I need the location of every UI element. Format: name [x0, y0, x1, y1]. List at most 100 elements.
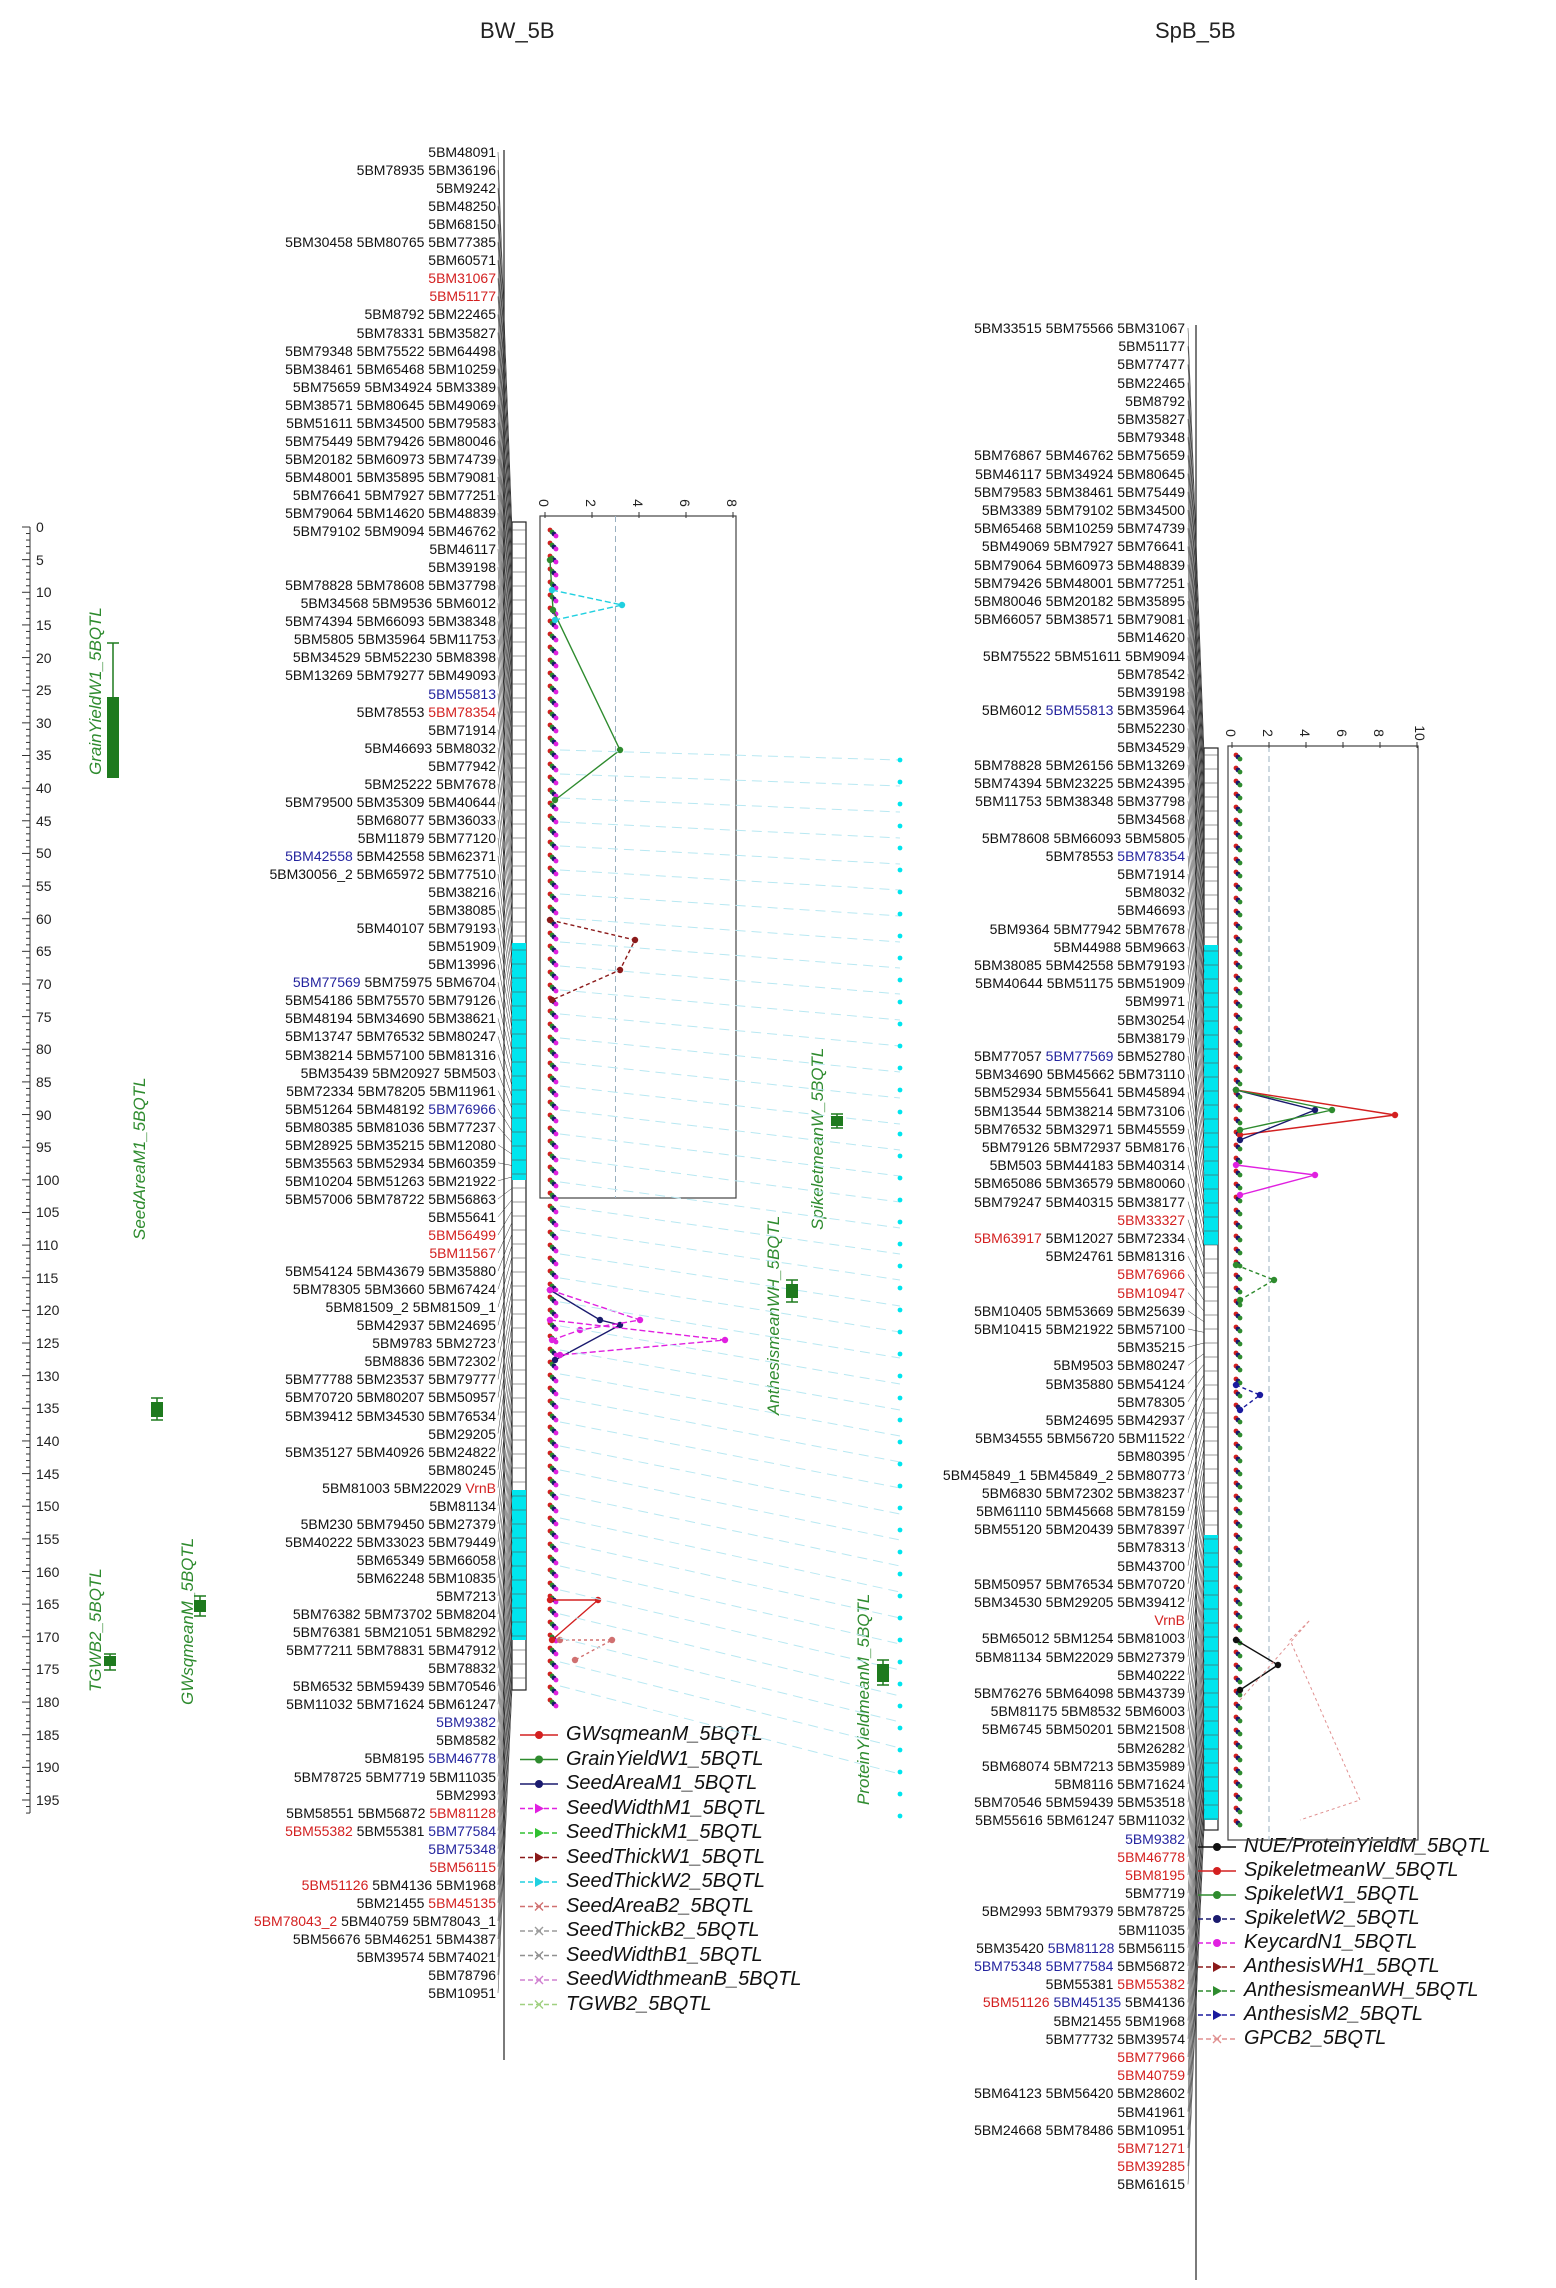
marker-name: 5BM8792 5BM22465 [364, 306, 496, 323]
spb-connector [1187, 946, 1205, 1111]
spb-baseline-point [1237, 1276, 1243, 1282]
spb-marker-row: 5BM76532 5BM32971 5BM45559 [974, 1121, 1185, 1137]
bw-trace-seedwidth-point [548, 1336, 556, 1344]
spb-baseline-point [1237, 1354, 1243, 1360]
bw-baseline-point [553, 1001, 559, 1007]
marker-name: 5BM71271 [1117, 2140, 1185, 2156]
spb-connector [1187, 819, 1205, 1036]
cross-link-line [559, 893, 901, 917]
marker-name: 5BM49069 5BM7927 5BM76641 [981, 538, 1185, 555]
bw-connector [497, 476, 513, 733]
legend-marker [1213, 2010, 1222, 2020]
spb-lod-box [1227, 745, 1419, 1841]
cross-link-line [559, 1661, 901, 1749]
spb-marker-row: 5BM71271 [1117, 2140, 1185, 2156]
marker-name: 5BM52780 [1113, 1048, 1185, 1064]
bw-connector [497, 1393, 513, 1524]
marker-name: 5BM40222 [1117, 1666, 1185, 1683]
bw-marker-row: 5BM58551 5BM56872 5BM81128 [286, 1805, 496, 1821]
marker-name: 5BM81134 5BM22029 5BM27379 [975, 1648, 1185, 1665]
marker-name: 5BM74394 5BM23225 5BM24395 [974, 775, 1185, 791]
spb-marker-row: 5BM51126 5BM45135 5BM4136 [983, 1994, 1185, 2010]
marker-name: 5BM24668 5BM78486 5BM10951 [974, 2121, 1185, 2138]
spb-marker-row: 5BM34530 5BM29205 5BM39412 [974, 1594, 1185, 1610]
bw-marker-row: 5BM8836 5BM72302 [364, 1353, 496, 1369]
bw-connector [497, 729, 513, 892]
marker-name: 5BM8032 [1125, 884, 1185, 901]
legend-marker [535, 1852, 544, 1863]
bw-marker-row: 5BM78305 5BM3660 5BM67424 [293, 1281, 496, 1297]
bw-marker-row: 5BM31067 [428, 270, 496, 286]
bw-marker-row: 5BM230 5BM79450 5BM27379 [301, 1516, 496, 1532]
marker-name: 5BM39574 5BM74021 [356, 1949, 496, 1965]
bw-connector [497, 1541, 513, 1759]
bw-connector [497, 1210, 513, 1236]
spb-trace-spikeletw1-point [1328, 1106, 1336, 1114]
bw-connector [497, 1313, 513, 1398]
bw-marker-row: 5BM78043_2 5BM40759 5BM78043_1 [254, 1913, 496, 1929]
marker-name: 5BM81128 [1047, 1939, 1115, 1956]
spb-baseline-point [1237, 1289, 1243, 1295]
cm-tick-label: 165 [36, 1596, 60, 1613]
spb-connector [1187, 1724, 1205, 2003]
bw-marker-row: 5BM10951 [428, 1985, 496, 2001]
cross-link-point [897, 1241, 903, 1247]
bw-connector [497, 350, 513, 653]
legend-item: SpikeletW1_5BQTL [1244, 1883, 1420, 1905]
bw-marker-row: 5BM9783 5BM2723 [372, 1335, 496, 1351]
legend-marker [535, 1877, 544, 1887]
bw-baseline-point [553, 663, 559, 669]
marker-name: 5BM78305 5BM3660 5BM67424 [292, 1281, 496, 1298]
spb-connector [1187, 1702, 1205, 1967]
marker-name: 5BM38571 5BM80645 5BM49069 [285, 396, 496, 413]
spb-marker-row: 5BM76867 5BM46762 5BM75659 [974, 447, 1185, 463]
cross-link-point [897, 933, 903, 939]
bw-connector [497, 1144, 513, 1155]
bw-trace-seedarea-point [551, 1356, 559, 1364]
spb-baseline-point [1237, 1341, 1243, 1347]
legend-item: GrainYieldW1_5BQTL [566, 1747, 764, 1770]
marker-name: 5BM11035 [1118, 1921, 1185, 1938]
bw-baseline-point [553, 1430, 559, 1436]
spb-baseline-point [1237, 1679, 1243, 1685]
marker-name: 5BM40644 5BM51175 5BM51909 [975, 975, 1185, 992]
cm-tick-label: 10 [36, 584, 52, 601]
spb-baseline-point [1237, 1744, 1243, 1750]
spb-connector [1187, 1480, 1205, 1584]
bw-connector [497, 946, 513, 1029]
spb-baseline-point [1237, 1211, 1243, 1217]
marker-name: 5BM34529 [1117, 738, 1185, 755]
bw-baseline-point [553, 806, 559, 812]
bw-marker-row: 5BM78553 5BM78354 [357, 704, 496, 720]
spb-marker-row: 5BM2993 5BM79379 5BM78725 [982, 1903, 1185, 1919]
spb-marker-row: 5BM55381 5BM55382 [1046, 1976, 1185, 1992]
spb-connector [1187, 1342, 1205, 1348]
bw-trace-seedareab2-point [556, 1636, 564, 1644]
cm-tick-label: 145 [36, 1465, 60, 1482]
marker-name: 5BM8836 5BM72302 [364, 1353, 496, 1370]
legend-marker [534, 1926, 544, 1936]
marker-name: 5BM66057 5BM38571 5BM79081 [974, 611, 1185, 628]
bw-cyan-region [512, 943, 526, 1180]
marker-name: 5BM57006 5BM78722 5BM56863 [285, 1190, 496, 1207]
bw-marker-row: 5BM10204 5BM51263 5BM21922 [285, 1173, 496, 1189]
bw-baseline-point [553, 1157, 559, 1163]
bw-connector [497, 1036, 513, 1086]
legend-marker [1213, 1891, 1221, 1899]
bw-trace-seedwidth-point [636, 1316, 644, 1324]
cross-link-point [897, 1527, 903, 1533]
spb-connector [1187, 346, 1205, 761]
bw-connector [497, 1176, 513, 1182]
bw-connector [497, 1188, 513, 1200]
legend-item: AnthesismeanWH_5BQTL [1244, 1979, 1479, 2001]
spb-baseline-point [1237, 808, 1243, 814]
bw-marker-row: 5BM55641 [428, 1209, 496, 1225]
bw-marker-row: 5BM40222 5BM33023 5BM79449 [285, 1534, 496, 1550]
bw-trace-seedwidthm1 [549, 1319, 726, 1356]
cross-link-line [559, 941, 901, 969]
bw-connector [497, 1610, 513, 1867]
spb-baseline-point [1237, 782, 1243, 788]
marker-name: 5BM44988 5BM9663 [1053, 938, 1185, 955]
marker-name: 5BM28925 5BM35215 5BM12080 [285, 1136, 496, 1153]
bw-trace-grainyield-point [549, 606, 557, 614]
